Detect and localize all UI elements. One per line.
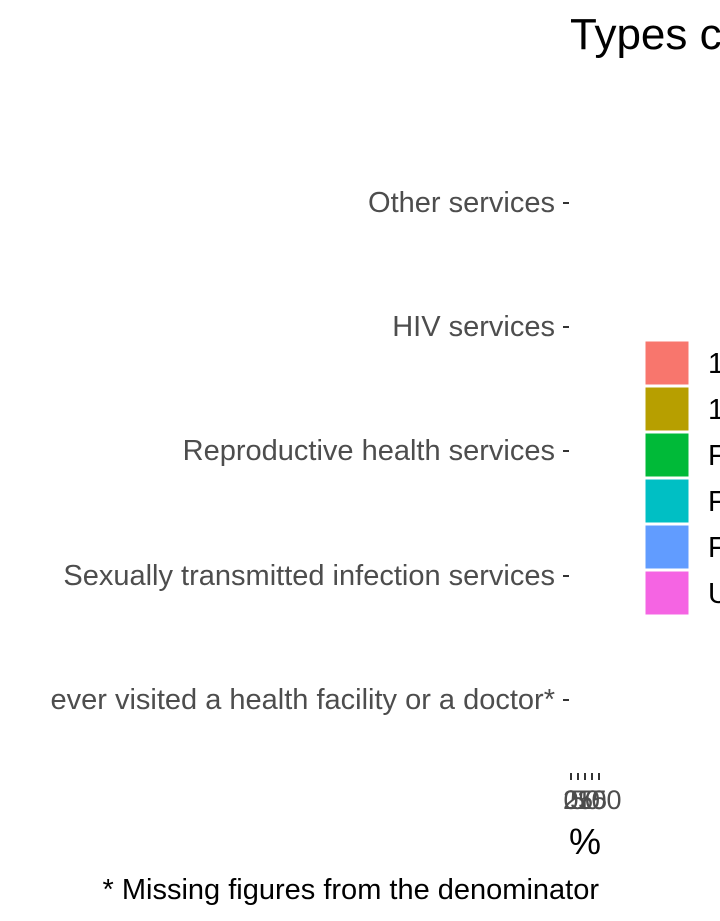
y-tick-label: Other services	[368, 187, 555, 219]
x-tick-label: 50	[570, 785, 600, 815]
legend-key	[644, 386, 690, 432]
y-axis: Other services HIV services Reproductive h…	[50, 187, 569, 716]
y-tick-label: HIV services	[392, 311, 555, 343]
legend-key	[644, 432, 690, 478]
x-tick-label: 25	[563, 785, 593, 815]
legend-label: 1	[708, 348, 720, 380]
legend-key	[644, 524, 690, 570]
y-tick-label: Sexually transmitted infection services	[63, 560, 555, 592]
legend-label: F	[708, 440, 720, 472]
x-axis-label: %	[569, 821, 601, 862]
x-tick-label: 75	[577, 785, 607, 815]
caption: * Missing figures from the denominator	[103, 874, 600, 906]
legend-key	[644, 478, 690, 524]
legend-label: F	[708, 532, 720, 564]
y-tick-label: ever visited a health facility or a doct…	[50, 684, 555, 716]
legend-label: 1	[708, 394, 720, 426]
legend-key	[644, 570, 690, 616]
y-tick-label: Reproductive health services	[183, 435, 555, 467]
legend-label: U	[708, 578, 720, 610]
chart-title: Types c	[570, 10, 720, 59]
x-tick-label: 0	[563, 785, 578, 815]
x-tick-label: 100	[576, 785, 621, 815]
legend-label: F	[708, 486, 720, 518]
legend-key	[644, 340, 690, 386]
